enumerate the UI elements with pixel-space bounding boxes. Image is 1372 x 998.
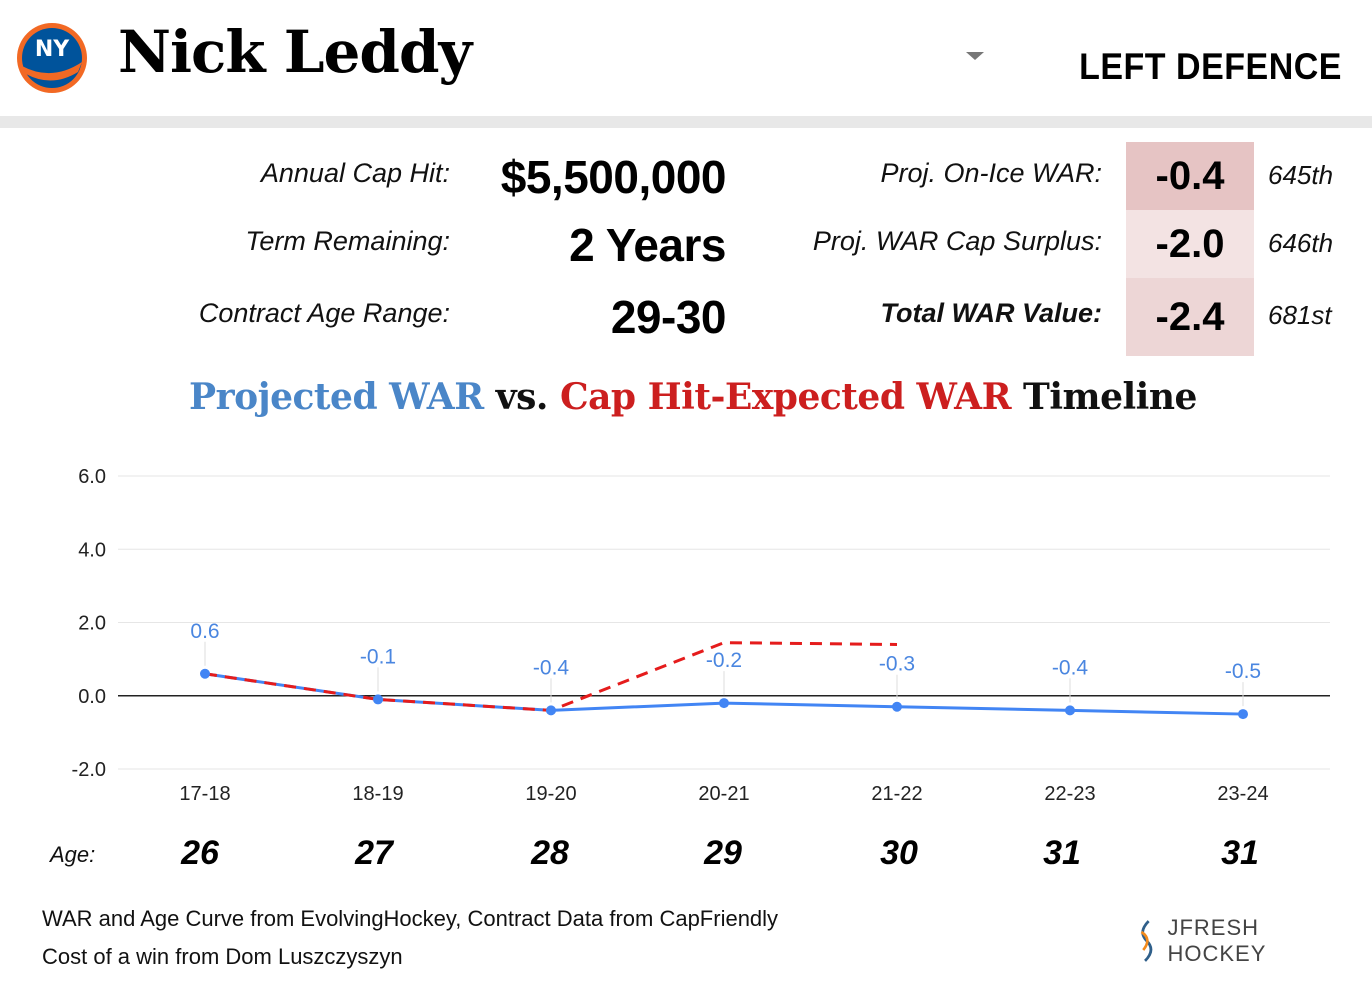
team-logo-text: NY — [35, 37, 70, 62]
chart-title-vs: vs. — [483, 376, 560, 418]
projected-war-data-label: -0.4 — [1052, 656, 1089, 679]
x-tick-label: 18-19 — [352, 783, 403, 805]
projected-war-data-label: -0.2 — [706, 649, 742, 672]
projected-war-point — [892, 701, 902, 712]
projected-war-point — [719, 698, 729, 709]
chart-title-projected: Projected WAR — [189, 376, 484, 418]
projected-war-point — [373, 694, 383, 705]
y-tick-label: 4.0 — [78, 539, 106, 561]
total-war-label: Total WAR Value: — [880, 298, 1102, 328]
onice-war-rank: 645th — [1268, 160, 1334, 190]
brand-name: JFRESH HOCKEY — [1167, 915, 1267, 966]
projected-war-point — [1238, 709, 1248, 720]
projected-war-point — [200, 668, 210, 679]
cap-hit-label: Annual Cap Hit: — [260, 158, 450, 188]
war-surplus-label: Proj. WAR Cap Surplus: — [812, 226, 1102, 256]
age-value: 29 — [704, 834, 742, 872]
x-tick-label: 20-21 — [698, 783, 749, 805]
age-value: 31 — [1043, 834, 1081, 872]
chart-title-expected: Cap Hit-Expected WAR — [559, 376, 1012, 418]
x-tick-label: 19-20 — [525, 783, 576, 805]
brand-logo-icon — [1140, 920, 1153, 962]
age-range-label: Contract Age Range: — [198, 298, 450, 328]
header: NY Nick Leddy LEFT DEFENCE — [0, 0, 1372, 116]
projected-war-point — [546, 705, 556, 716]
player-name: Nick Leddy — [118, 18, 472, 86]
age-value: 30 — [880, 834, 918, 872]
footer-credit-line: Cost of a win from Dom Luszczyszyn — [42, 944, 403, 969]
onice-war-value: -0.4 — [1126, 142, 1254, 210]
chart-title-timeline: Timeline — [1011, 376, 1197, 418]
cap-hit-value: $5,500,000 — [500, 151, 727, 203]
total-war-rank: 681st — [1268, 300, 1332, 330]
team-logo: NY — [17, 23, 87, 93]
player-position: LEFT DEFENCE — [1079, 46, 1342, 88]
chart-title: Projected WAR vs. Cap Hit-Expected WAR T… — [0, 376, 1372, 418]
term-label: Term Remaining: — [245, 226, 450, 256]
header-divider — [0, 116, 1372, 128]
war-surplus-value: -2.0 — [1126, 210, 1254, 278]
x-tick-label: 23-24 — [1217, 783, 1268, 805]
age-value: 27 — [355, 834, 393, 872]
age-range-value: 29-30 — [610, 291, 727, 343]
footer-source-line: WAR and Age Curve from EvolvingHockey, C… — [42, 906, 779, 931]
onice-war-label: Proj. On-Ice WAR: — [880, 158, 1102, 188]
age-value: 28 — [531, 834, 569, 872]
player-select-dropdown-icon[interactable] — [966, 52, 984, 60]
brand: JFRESH HOCKEY — [1136, 915, 1346, 966]
projected-war-data-label: -0.3 — [879, 653, 915, 676]
age-value: 26 — [181, 834, 219, 872]
y-tick-label: 0.0 — [78, 686, 106, 708]
x-tick-label: 21-22 — [871, 783, 922, 805]
war-timeline-chart: 6.0 4.0 2.0 0.0 -2.0 17-18 18-19 19-20 20-21 21-2… — [72, 466, 1330, 805]
term-value: 2 Years — [569, 219, 726, 271]
projected-war-point — [1065, 705, 1075, 716]
x-tick-label: 17-18 — [179, 783, 230, 805]
y-tick-label: 6.0 — [78, 466, 106, 488]
projected-war-data-label: -0.5 — [1225, 660, 1261, 683]
projected-war-data-label: 0.6 — [190, 620, 219, 643]
y-tick-label: 2.0 — [78, 613, 106, 635]
y-tick-label: -2.0 — [72, 759, 106, 781]
total-war-value: -2.4 — [1126, 278, 1254, 356]
war-surplus-rank: 646th — [1268, 228, 1334, 258]
age-value: 31 — [1221, 834, 1259, 872]
projected-war-data-label: -0.4 — [533, 656, 570, 679]
x-tick-label: 22-23 — [1044, 783, 1095, 805]
projected-war-data-label: -0.1 — [360, 645, 396, 668]
age-row-label: Age: — [50, 842, 96, 867]
